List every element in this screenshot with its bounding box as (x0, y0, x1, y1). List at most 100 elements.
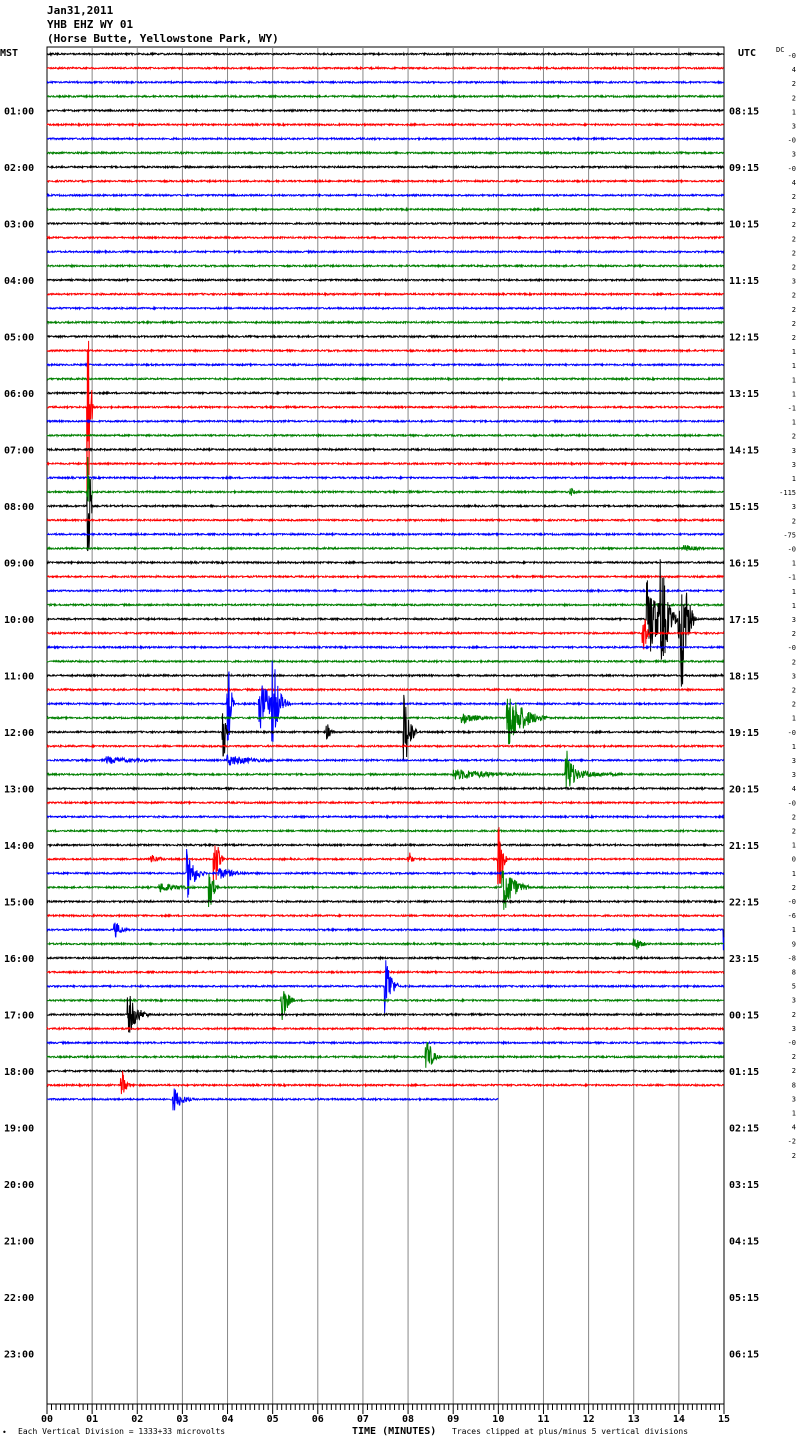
dc-offset-value: 1 (792, 376, 796, 384)
hour-label-mst: 01:00 (4, 107, 34, 118)
dc-offset-value: 2 (792, 249, 796, 257)
hour-label-mst: 02:00 (4, 163, 34, 174)
trace-line (46, 376, 725, 382)
trace-line (46, 754, 725, 767)
hour-labels: 01:00 02:00 03:00 04:00 05:00 06:00 07:00 08:00… (4, 107, 759, 1361)
trace-line (46, 456, 725, 503)
hour-label-utc: 15:15 (729, 502, 759, 513)
dc-offset-value: -0 (788, 898, 796, 906)
hour-label-mst: 06:00 (4, 389, 34, 400)
trace-line (46, 51, 725, 57)
hour-label-utc: 03:15 (729, 1180, 759, 1191)
dc-offset-value: 3 (792, 1095, 796, 1103)
dc-offset-value: 1 (792, 842, 796, 850)
trace-line (46, 991, 724, 1021)
x-axis-label: TIME (MINUTES) (352, 1426, 436, 1437)
dc-offset-value: 2 (792, 334, 796, 342)
dc-offset-value: 2 (792, 701, 796, 709)
dc-offset-value: 2 (792, 1152, 796, 1160)
trace-line (46, 348, 725, 354)
dc-offset-value: 2 (792, 306, 796, 314)
hour-label-utc: 01:15 (729, 1067, 759, 1078)
hour-label-mst: 21:00 (4, 1237, 34, 1248)
dc-offset-value: 2 (792, 94, 796, 102)
trace-line (46, 687, 725, 693)
trace-line (46, 559, 724, 687)
dc-offset-value: 2 (792, 235, 796, 243)
trace-line (46, 164, 725, 170)
hour-label-utc: 14:15 (729, 446, 759, 457)
hour-label-utc: 12:15 (729, 333, 759, 344)
trace-line (46, 1068, 725, 1074)
hour-label-utc: 20:15 (729, 785, 759, 796)
dc-offset-value: -0 (788, 644, 796, 652)
dc-offset-value: 1 (792, 475, 796, 483)
x-axis: 00 01 02 03 04 05 06 07 08 09 10 11 12 13 14 15 (41, 1403, 730, 1425)
trace-line (46, 644, 724, 650)
trace-line (46, 192, 725, 198)
dc-offset-value: 3 (792, 997, 796, 1005)
dc-offset-value: 3 (792, 151, 796, 159)
dc-offset-value: 4 (792, 66, 796, 74)
trace-line (46, 249, 724, 255)
trace-line (46, 960, 725, 1014)
scale-note: Each Vertical Division = 1333+33 microvo… (18, 1427, 226, 1436)
trace-line (46, 319, 725, 326)
hour-label-mst: 04:00 (4, 276, 34, 287)
trace-line (46, 842, 725, 848)
clip-note: Traces clipped at plus/minus 5 vertical … (452, 1427, 689, 1436)
trace-line (46, 922, 725, 951)
dc-offset-value: 9 (792, 940, 796, 948)
dc-offset-value: 3 (792, 461, 796, 469)
trace-line (46, 1042, 725, 1068)
trace-line (46, 743, 725, 749)
trace-line (46, 136, 725, 142)
hour-label-mst: 20:00 (4, 1180, 34, 1191)
hour-label-utc: 02:15 (729, 1124, 759, 1135)
dc-offset-value: 1 (792, 390, 796, 398)
dc-offset-value: 5 (792, 983, 796, 991)
trace-line (46, 694, 725, 761)
hour-label-mst: 14:00 (4, 841, 34, 852)
dc-offset-value: -115 (779, 489, 796, 497)
dc-offset-value: 2 (792, 207, 796, 215)
dc-offset-value: -0 (788, 799, 796, 807)
trace-line (46, 698, 725, 745)
trace-line (46, 206, 725, 213)
dc-offset-value: 0 (792, 856, 796, 864)
x-tick-label: 12 (583, 1414, 595, 1425)
trace-line (46, 658, 725, 665)
hour-label-mst: 18:00 (4, 1067, 34, 1078)
x-tick-label: 02 (131, 1414, 143, 1425)
trace-line (46, 544, 725, 552)
hour-label-mst: 19:00 (4, 1124, 34, 1135)
x-tick-label: 05 (267, 1414, 279, 1425)
trace-line (46, 619, 725, 650)
dc-offset-value: 1 (792, 602, 796, 610)
trace-line (46, 333, 725, 340)
x-tick-label: 01 (86, 1414, 98, 1425)
trace-line (46, 559, 725, 566)
trace-line (46, 305, 725, 311)
dc-offset-value: -1 (788, 405, 796, 413)
dc-offset-value: 2 (792, 193, 796, 201)
trace-line (46, 602, 725, 608)
trace-line (46, 79, 725, 85)
hour-label-mst: 10:00 (4, 615, 34, 626)
dc-offset-value: 2 (792, 517, 796, 525)
trace-line (46, 390, 725, 396)
x-tick-label: 07 (357, 1414, 369, 1425)
trace-line (46, 418, 725, 424)
trace-line (46, 573, 725, 580)
trace-line (46, 785, 725, 792)
dc-offset-value: 1 (792, 870, 796, 878)
dc-offset-value: 3 (792, 503, 796, 511)
trace-line (46, 461, 725, 467)
trace-line (46, 995, 724, 1033)
dc-offset-value: 2 (792, 828, 796, 836)
trace-line (47, 531, 725, 537)
trace-line (46, 291, 725, 297)
dc-offset-value: 4 (792, 785, 796, 793)
header-location: (Horse Butte, Yellowstone Park, WY) (47, 32, 279, 45)
